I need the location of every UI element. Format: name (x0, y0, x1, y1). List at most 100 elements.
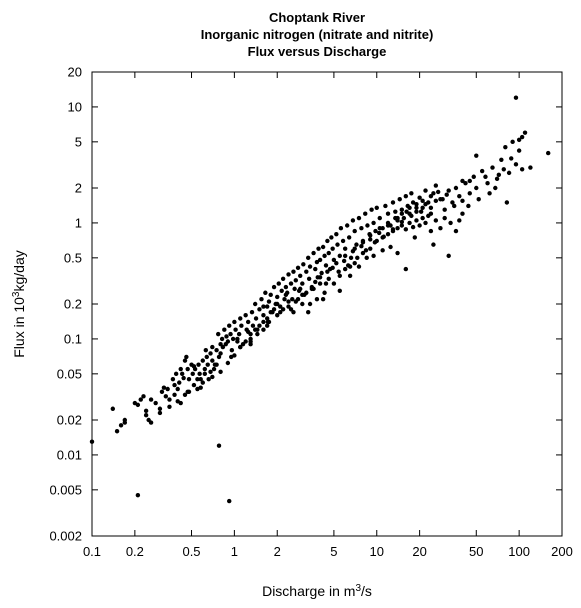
y-tick-label: 20 (68, 65, 82, 80)
data-point (453, 228, 459, 234)
data-point (216, 443, 222, 448)
data-point (293, 299, 298, 304)
data-point (196, 362, 201, 367)
data-point (218, 369, 223, 375)
data-point (195, 386, 200, 392)
y-tick-label: 2 (75, 181, 82, 196)
data-point (393, 209, 398, 214)
data-point (414, 209, 419, 214)
data-point (163, 394, 169, 399)
data-point (184, 354, 189, 360)
data-point (159, 389, 165, 395)
data-point (210, 344, 215, 350)
data-point (390, 227, 396, 232)
data-point (204, 354, 209, 360)
y-tick-label: 0.1 (64, 331, 82, 346)
data-point (278, 304, 283, 309)
data-point (211, 366, 217, 372)
data-point (516, 148, 522, 153)
data-point (172, 382, 177, 388)
data-point (453, 185, 459, 191)
data-point (399, 207, 405, 212)
data-point (450, 200, 455, 205)
data-point (399, 211, 405, 216)
data-point (442, 215, 447, 221)
data-point (306, 309, 311, 315)
x-tick-label: 20 (412, 544, 426, 559)
data-point (467, 191, 472, 196)
data-point (368, 246, 373, 251)
data-point (313, 266, 318, 272)
data-point (245, 319, 251, 325)
data-point (438, 226, 443, 231)
data-point (420, 215, 425, 221)
data-point (172, 392, 177, 397)
data-point (380, 248, 385, 253)
data-point (403, 266, 409, 272)
data-point (331, 281, 337, 286)
data-point (236, 331, 242, 337)
y-tick-label: 0.05 (57, 366, 82, 381)
data-point (395, 215, 400, 221)
data-point (414, 218, 419, 223)
data-point (181, 375, 186, 381)
data-point (395, 250, 400, 256)
data-point (493, 185, 498, 191)
data-point (261, 304, 266, 309)
data-point (280, 276, 286, 281)
data-point (433, 198, 439, 204)
data-point (238, 316, 243, 321)
data-point (114, 429, 120, 434)
data-point (148, 397, 154, 402)
data-point (216, 331, 221, 337)
data-point (433, 183, 439, 188)
data-point (423, 202, 428, 207)
data-point (371, 253, 376, 259)
x-tick-label: 100 (508, 544, 530, 559)
data-point (300, 292, 305, 298)
data-point (345, 263, 351, 268)
data-point (345, 223, 350, 228)
data-point (359, 243, 364, 249)
data-point (143, 408, 149, 414)
data-point (504, 200, 510, 205)
data-point (304, 290, 309, 295)
data-point (377, 226, 382, 231)
data-point (444, 192, 449, 197)
data-point (279, 288, 284, 293)
data-point (250, 323, 256, 328)
data-point (428, 228, 434, 234)
data-point (374, 205, 379, 211)
plot-area-frame (91, 71, 563, 537)
data-point (179, 371, 185, 377)
data-point (363, 248, 369, 253)
data-point (227, 323, 232, 328)
data-point (317, 275, 323, 280)
data-point (337, 288, 342, 293)
data-point (368, 237, 373, 242)
data-point (198, 376, 203, 382)
y-axis: 0.002 0.005 0.01 0.02 0.05 0.1 0.2 0.5 1 2 5 10 20 (49, 65, 562, 544)
data-point (440, 197, 445, 202)
data-point (388, 244, 393, 250)
data-point (195, 376, 200, 382)
data-point (359, 226, 364, 231)
data-point (228, 331, 233, 337)
data-point (360, 250, 366, 256)
data-point (276, 281, 281, 286)
data-point (320, 244, 326, 250)
data-point (383, 203, 388, 209)
data-point (266, 319, 272, 325)
data-point (280, 307, 286, 312)
data-point (519, 134, 525, 140)
data-point (372, 240, 378, 245)
data-point (325, 238, 330, 244)
data-point (110, 406, 116, 411)
data-point (403, 193, 409, 199)
data-point (316, 246, 321, 251)
data-point (431, 242, 436, 247)
data-point (376, 230, 382, 236)
data-point (225, 339, 231, 344)
data-point (395, 226, 400, 231)
data-point (165, 386, 170, 392)
